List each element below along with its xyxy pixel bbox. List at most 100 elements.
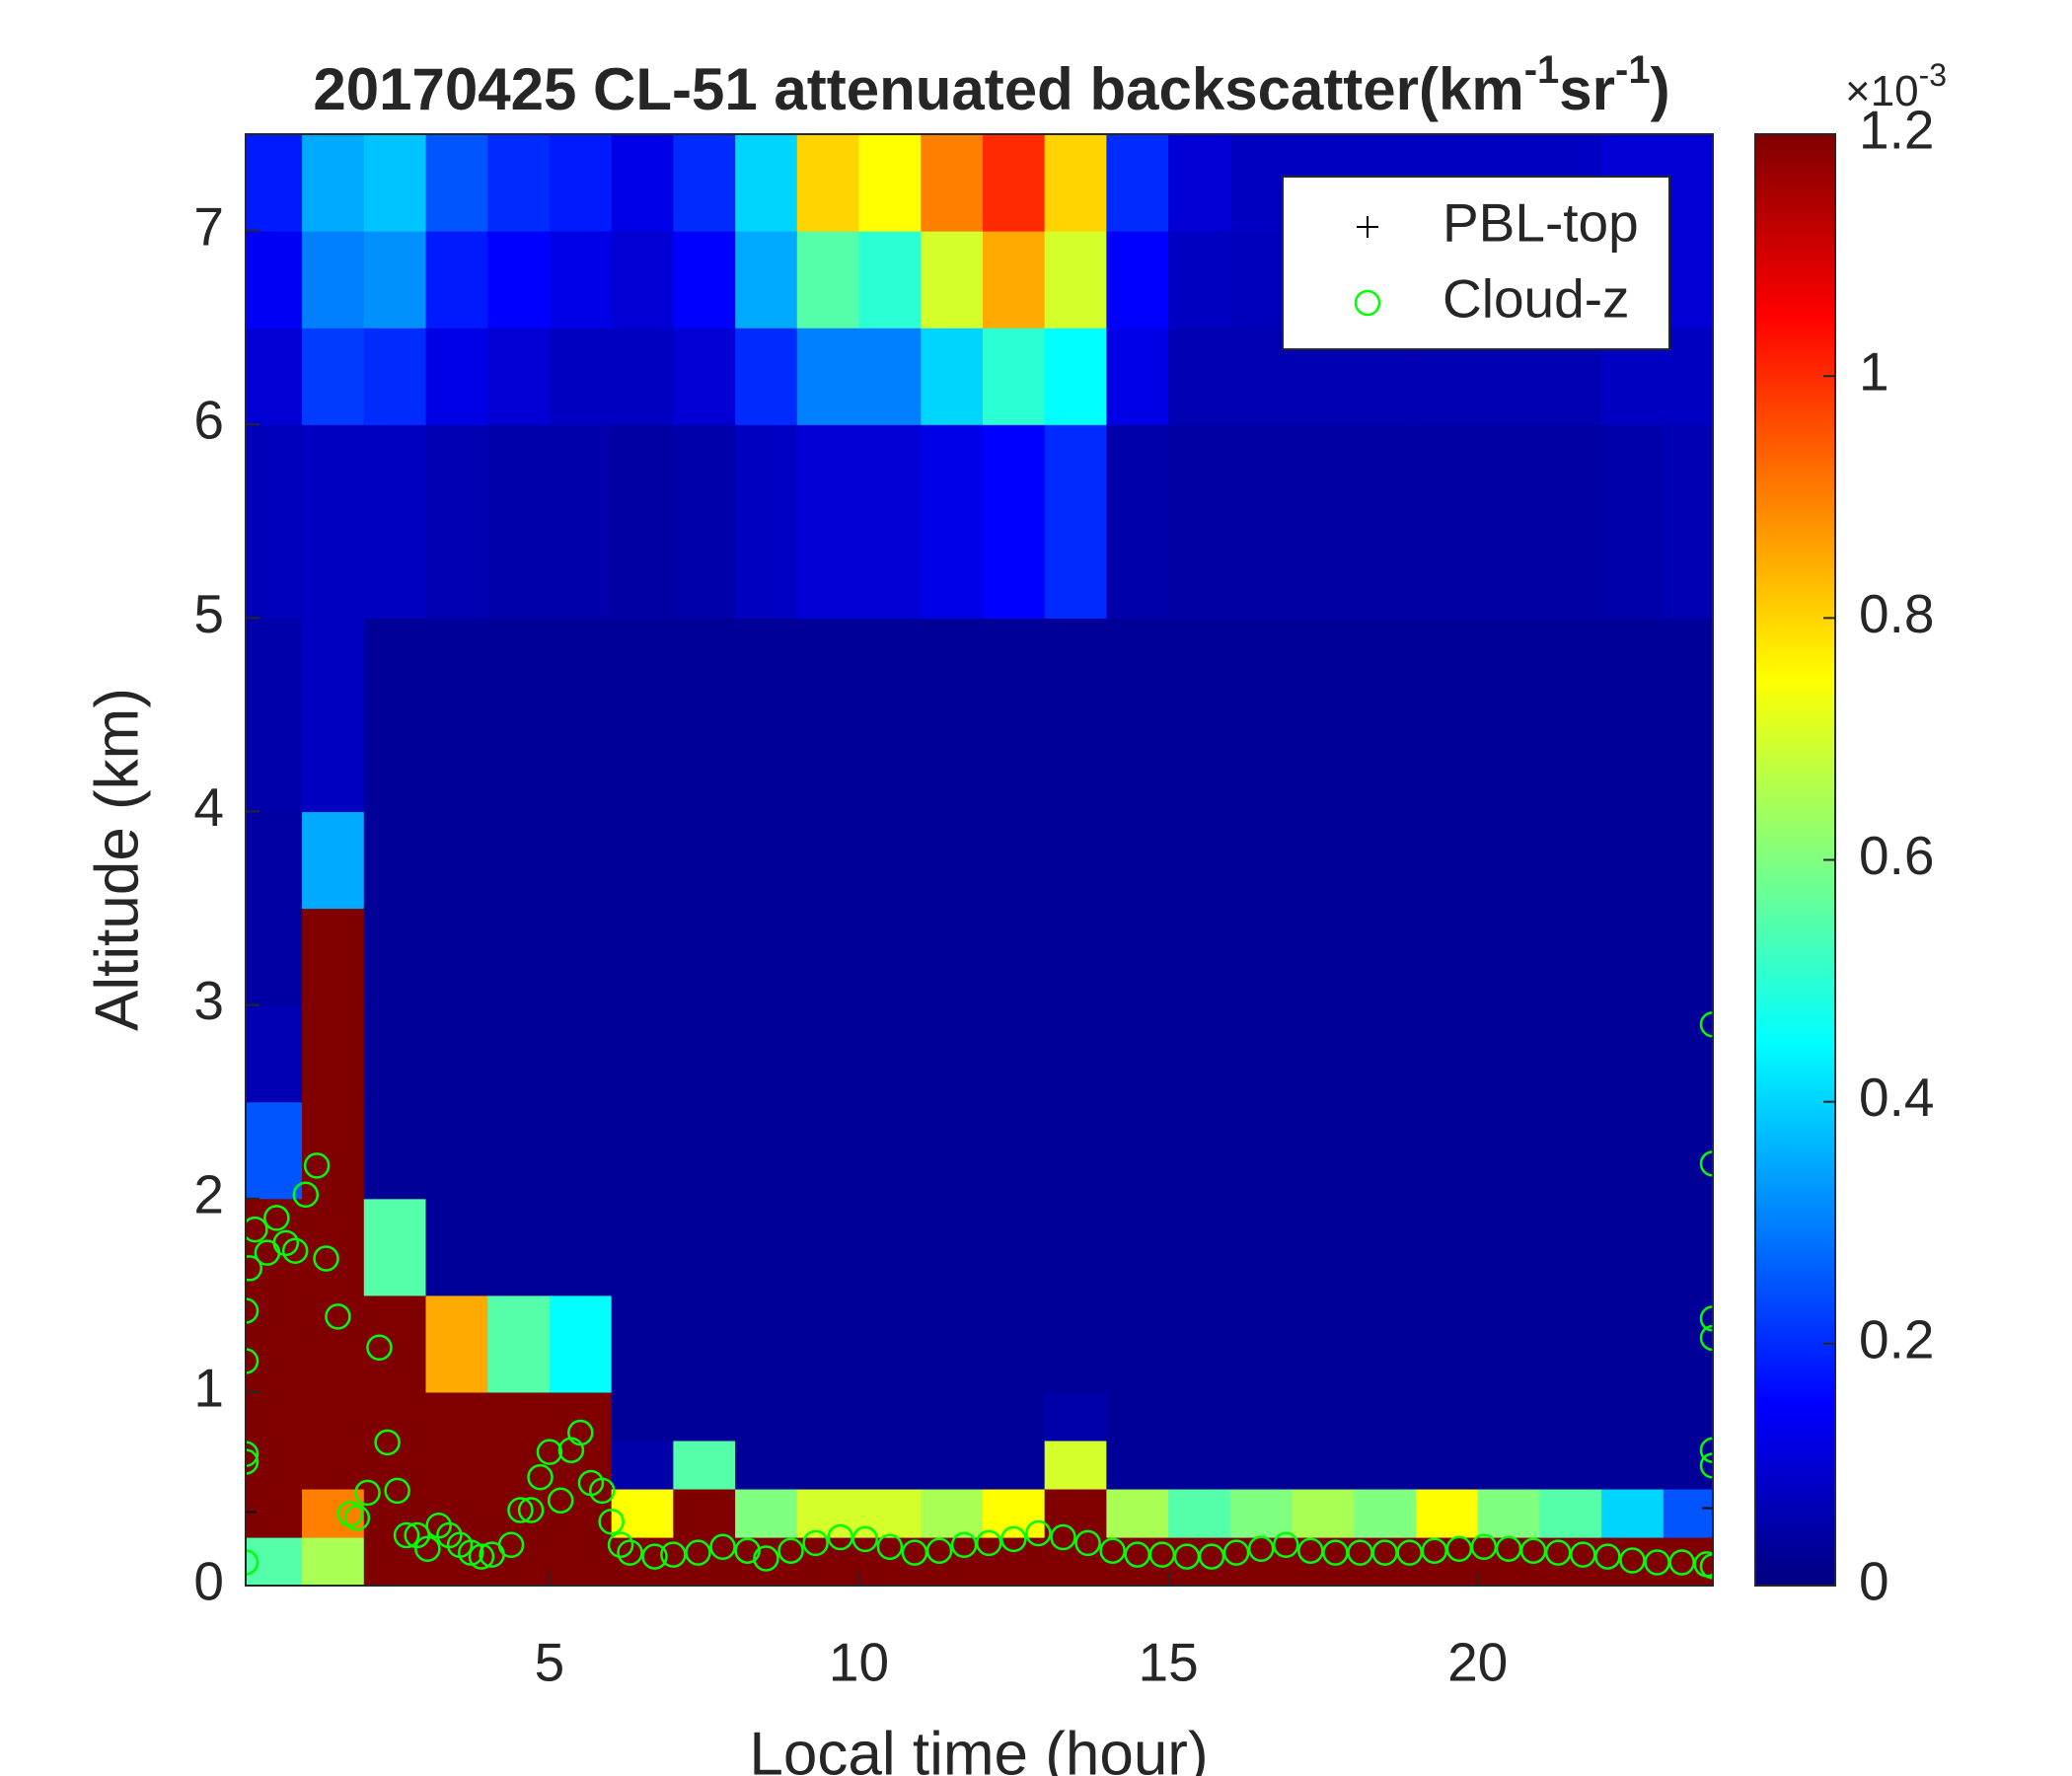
heat-cell [1044,1198,1107,1296]
heat-cell [1106,1488,1169,1538]
heat-cell [1477,1295,1540,1393]
heat-cell [1044,908,1107,1006]
heat-cell [1292,811,1355,910]
heat-cell [487,1295,551,1393]
heat-cell [921,1488,984,1538]
circle-marker [246,1441,259,1467]
heat-cell [1354,1295,1417,1393]
heat-cell [858,328,922,425]
heat-cell [487,424,551,619]
plot-frame [245,133,1714,1587]
heat-cell [921,1198,984,1296]
heat-cell [1477,1101,1540,1200]
heat-cell [796,231,860,329]
heat-cell [735,811,798,910]
heat-cell [858,908,922,1006]
heat-cell [1106,231,1169,329]
heat-cell [982,908,1046,1006]
heat-cell [549,328,613,425]
heat-cell [921,1391,984,1442]
circle-marker [709,1533,736,1561]
heat-cell [673,328,736,425]
circle-marker [1699,1010,1713,1038]
heat-cell [1229,1101,1294,1200]
heat-cell [611,1101,674,1200]
heat-cell [363,618,427,813]
heat-cell [1477,1391,1540,1442]
circle-marker [802,1529,829,1557]
heat-cell [982,1391,1046,1442]
heat-cell [1663,618,1713,813]
heat-cell [735,1101,798,1200]
heat-cell [673,134,736,232]
heat-cell [1354,1198,1417,1296]
circle-marker [246,1348,259,1374]
heat-cell [611,424,674,619]
heat-cell [1663,424,1713,619]
heat-cell [982,134,1046,232]
heat-cell [1539,1391,1602,1442]
title-part: 20170425 CL-51 attenuated backscatter(km [313,56,1523,122]
y-tick-label: 3 [193,970,224,1031]
heat-cell [302,1440,365,1490]
heat-cell [1415,908,1479,1006]
heat-cell [1354,1004,1417,1103]
heat-cell [549,811,613,910]
heat-cell [1601,811,1665,910]
heat-cell [673,1488,736,1538]
heat-cell [673,1295,736,1393]
heat-cell [796,1391,860,1442]
heat-cell [1663,231,1713,329]
circle-marker [517,1497,545,1523]
heat-cell [549,1101,613,1200]
circle-marker [1594,1543,1621,1570]
colorbar-tick-label: 0.4 [1859,1067,1934,1128]
heat-cell [858,811,922,910]
legend-label: PBL-top [1443,192,1639,254]
circle-marker [325,1303,351,1330]
heat-cell [363,1198,427,1296]
heat-cell [735,1198,798,1296]
heat-cell [246,134,303,232]
heat-cell [302,328,365,425]
heat-cell [549,618,613,813]
heat-cell [982,1488,1046,1538]
heat-cell [1415,1198,1479,1296]
heat-cell [1106,134,1169,232]
heat-cell [1477,1440,1540,1490]
heat-cell [796,618,860,813]
heat-cell [1292,424,1355,619]
circle-marker [246,1549,259,1576]
heat-cell [921,328,984,425]
circle-marker [1699,1305,1713,1332]
heat-cell [1106,1004,1169,1103]
heat-cell [425,424,488,619]
heat-cell [735,1440,798,1490]
scatter-layer [246,1010,1713,1580]
heat-cell [302,134,365,232]
heat-cell [487,811,551,910]
heat-cell [1663,1101,1713,1200]
x-tick-label: 5 [535,1632,565,1693]
circle-marker [246,1297,259,1324]
heat-cell [425,618,488,813]
heat-cell [246,1488,303,1538]
circle-marker [547,1487,574,1514]
circle-marker [1000,1525,1027,1553]
heat-cell [921,908,984,1006]
colorbar-tick-label: 0.2 [1859,1308,1934,1369]
heat-cell [858,1488,922,1538]
heat-cell [487,328,551,425]
heat-cell [425,134,488,232]
heat-cell [246,908,303,1006]
heat-cell [246,1536,303,1586]
heat-cell [921,134,984,232]
heat-cell [1229,618,1294,813]
heat-cell [858,1101,922,1200]
colorbar-tick-label: 1.2 [1859,100,1934,161]
title-part: sr [1559,56,1615,122]
heat-cell [1229,908,1294,1006]
circle-marker [685,1539,711,1566]
heat-cell [982,231,1046,329]
heat-cell [363,908,427,1006]
